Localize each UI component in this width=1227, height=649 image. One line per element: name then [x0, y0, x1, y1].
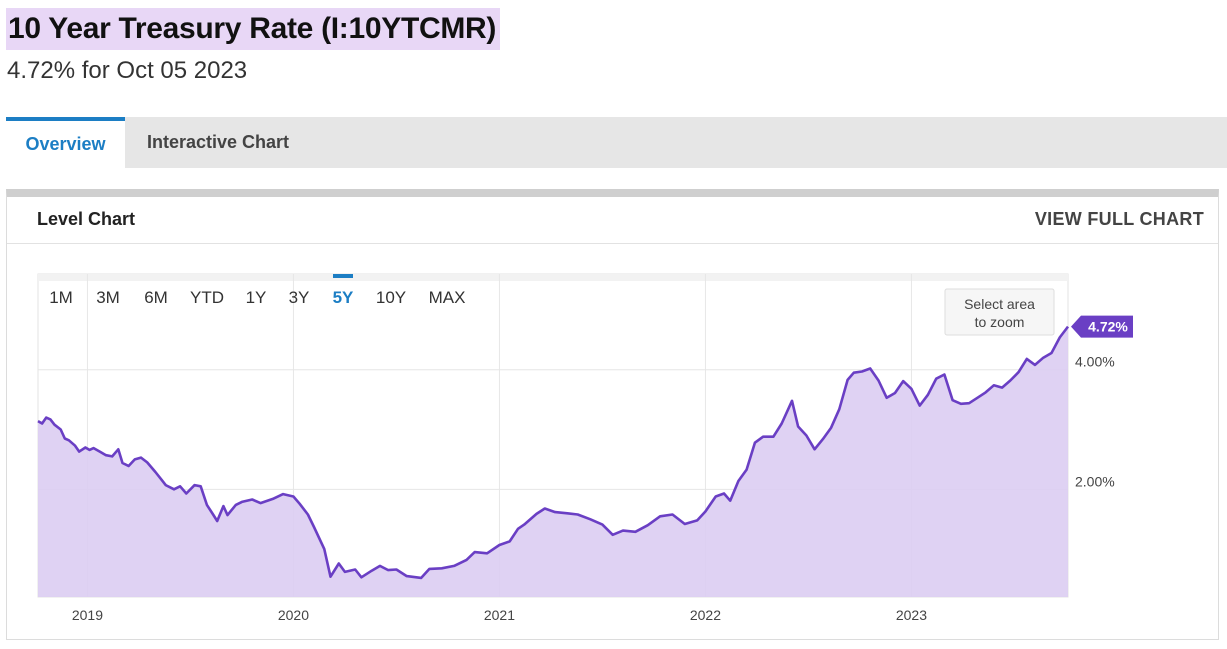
- range-button-10y[interactable]: 10Y: [376, 288, 406, 307]
- tab-bar: Overview Interactive Chart: [6, 117, 1227, 168]
- zoom-hint-line-2: to zoom: [975, 314, 1025, 330]
- range-button-1y[interactable]: 1Y: [246, 288, 267, 307]
- badge-shape: [1071, 315, 1133, 338]
- tab-interactive-chart[interactable]: Interactive Chart: [147, 132, 290, 152]
- y-tick-label: 2.00%: [1075, 473, 1115, 489]
- y-axis: 2.00% 4.00%: [1075, 354, 1115, 490]
- card-title: Level Chart: [37, 209, 136, 229]
- current-value-badge: 4.72%: [1071, 315, 1133, 338]
- range-button-3y[interactable]: 3Y: [289, 288, 310, 307]
- range-button-6m[interactable]: 6M: [144, 288, 168, 307]
- page-title: 10 Year Treasury Rate (I:10YTCMR): [6, 8, 501, 50]
- range-button-5y[interactable]: 5Y: [333, 288, 354, 307]
- range-button-3m[interactable]: 3M: [96, 288, 120, 307]
- range-button-max[interactable]: MAX: [429, 288, 466, 307]
- zoom-hint: Select area to zoom: [944, 288, 1055, 336]
- x-tick-label: 2020: [278, 607, 309, 623]
- x-tick-label: 2021: [484, 607, 515, 623]
- zoom-hint-line-1: Select area: [964, 296, 1035, 312]
- range-active-indicator: [333, 274, 353, 278]
- plot-top-strip: [38, 274, 1068, 281]
- y-tick-label: 4.00%: [1075, 354, 1115, 370]
- page-subtitle: 4.72% for Oct 05 2023: [7, 57, 248, 84]
- zoom-hint-box: [944, 288, 1055, 336]
- x-tick-label: 2019: [72, 607, 103, 623]
- chart-series-line: [37, 325, 1070, 580]
- range-selector: 1M 3M 6M YTD 1Y 3Y 5Y 10Y MAX: [49, 274, 465, 307]
- range-button-ytd[interactable]: YTD: [190, 288, 224, 307]
- view-full-chart-link[interactable]: VIEW FULL CHART: [1034, 209, 1204, 229]
- x-axis: 2019 2020 2021 2022 2023: [72, 607, 927, 623]
- x-tick-label: 2022: [690, 607, 721, 623]
- tab-overview[interactable]: Overview: [6, 117, 125, 168]
- chart-area-fill: [38, 326, 1068, 597]
- x-tick-label: 2023: [896, 607, 927, 623]
- range-button-1m[interactable]: 1M: [49, 288, 73, 307]
- current-value-label: 4.72%: [1088, 319, 1128, 335]
- card-divider: [7, 243, 1218, 244]
